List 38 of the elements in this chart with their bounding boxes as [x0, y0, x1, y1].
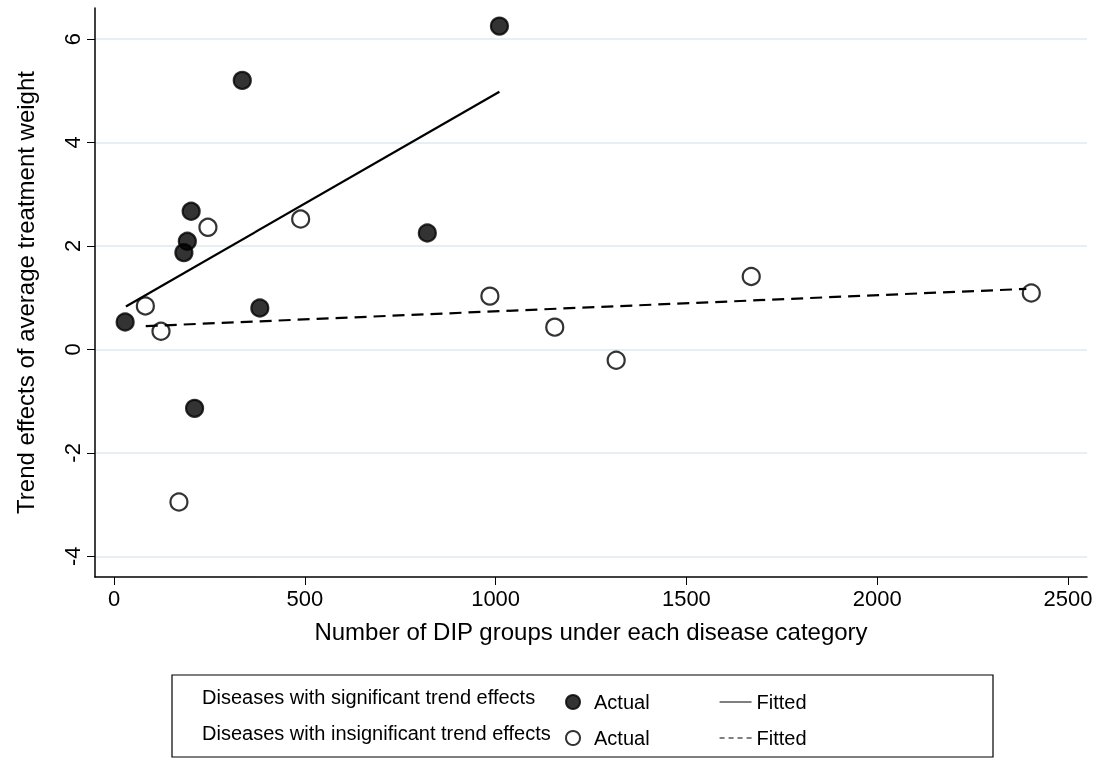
- point: [115, 312, 135, 332]
- x-tick-label: 1000: [471, 585, 521, 611]
- legend-label: Actual: [594, 727, 650, 749]
- point: [185, 398, 205, 418]
- point: [489, 16, 510, 36]
- point: [291, 209, 311, 229]
- y-tick-label: 2: [59, 239, 85, 253]
- legend-label: Fitted: [756, 727, 807, 749]
- point: [174, 243, 194, 263]
- point: [1021, 283, 1041, 303]
- point: [606, 350, 626, 370]
- x-axis-title: Number of DIP groups under each disease category: [314, 617, 868, 645]
- point: [545, 317, 565, 337]
- point: [417, 223, 437, 243]
- point: [151, 321, 171, 341]
- y-tick-label: 0: [59, 343, 85, 356]
- y-tick-label: -2: [59, 443, 85, 463]
- x-tick-label: 2000: [852, 585, 902, 611]
- text: Diseases with significant trend effects: [202, 686, 536, 708]
- x-tick-label: 1500: [661, 585, 711, 611]
- x-tick-label: 2500: [1043, 585, 1093, 611]
- x-tick-label: 0: [107, 585, 121, 611]
- legend-label: Actual: [594, 691, 650, 713]
- point: [135, 296, 155, 316]
- point: [232, 70, 252, 91]
- point: [250, 298, 270, 318]
- point: [741, 266, 761, 287]
- legend-label: Fitted: [756, 691, 807, 713]
- x-tick-label: 500: [286, 585, 324, 611]
- text: Diseases with insignificant trend effects: [202, 722, 551, 744]
- y-tick-label: -4: [59, 546, 85, 567]
- point: [169, 492, 189, 512]
- y-tick-label: 4: [59, 136, 85, 149]
- point: [198, 217, 218, 237]
- y-axis-title: Trend effects of average treatment weight: [11, 70, 39, 514]
- y-tick-label: 6: [59, 32, 85, 46]
- point: [480, 286, 500, 306]
- point: [181, 201, 201, 221]
